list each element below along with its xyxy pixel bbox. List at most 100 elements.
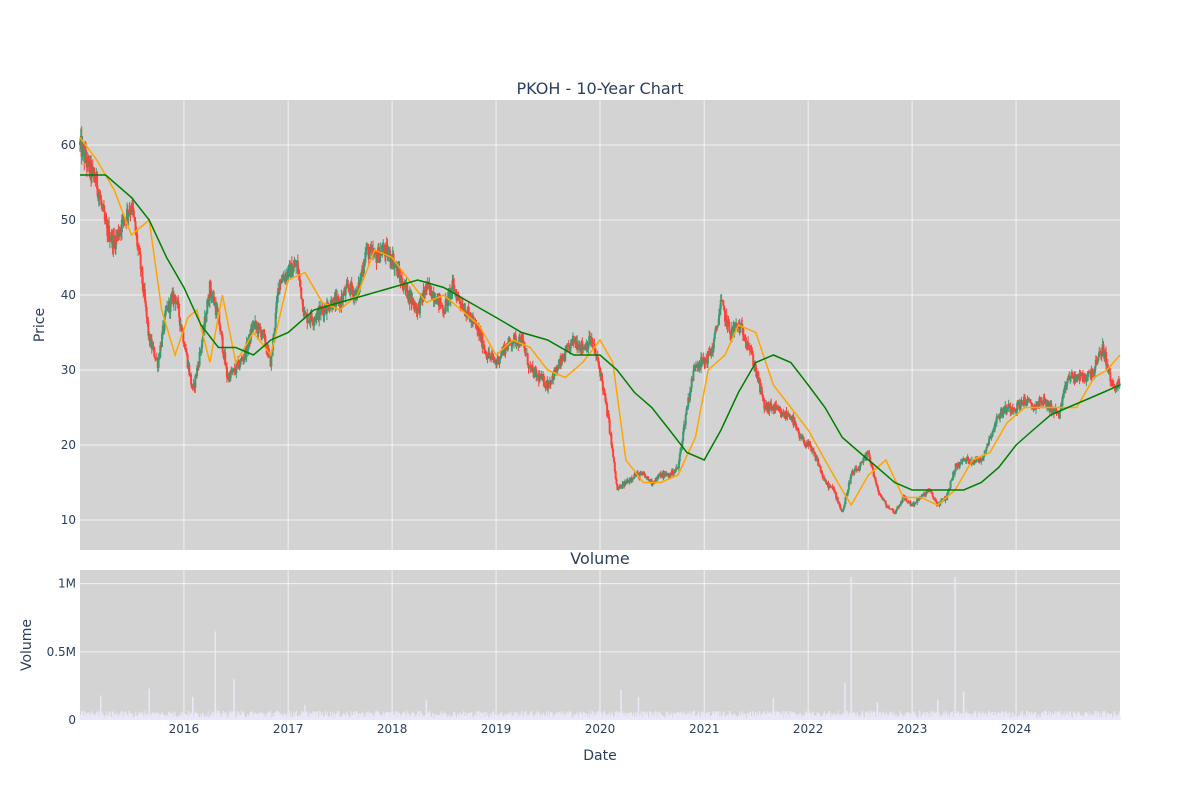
volume-bar — [532, 713, 534, 720]
candle-body-up — [112, 235, 115, 249]
candle-body-down — [131, 202, 134, 211]
volume-bar — [707, 711, 709, 720]
volume-bar — [869, 713, 871, 720]
volume-bar — [602, 716, 604, 720]
volume-bar — [852, 711, 854, 720]
candle-body-down — [1029, 400, 1032, 403]
volume-bar — [525, 711, 527, 720]
volume-bar — [218, 710, 220, 720]
volume-bar — [443, 713, 445, 720]
volume-bar — [645, 716, 647, 720]
volume-bar — [433, 718, 435, 720]
volume-bar — [485, 711, 487, 720]
volume-bar — [805, 712, 807, 720]
candle-body-up — [618, 485, 621, 489]
volume-bar — [282, 718, 284, 720]
volume-bar — [957, 713, 959, 720]
volume-bar — [299, 714, 301, 720]
volume-bar — [1009, 712, 1011, 720]
volume-bar — [133, 717, 135, 720]
volume-bar — [657, 715, 659, 720]
volume-bar — [695, 717, 697, 720]
volume-bar — [494, 717, 496, 720]
volume-bar — [529, 715, 531, 720]
candle-body-down — [1040, 397, 1043, 403]
candle-body-up — [843, 504, 846, 508]
volume-bar — [1071, 715, 1073, 720]
candle-body-up — [952, 472, 955, 480]
candle-body-down — [508, 338, 511, 341]
volume-bar — [707, 713, 709, 720]
volume-bar — [874, 711, 876, 720]
volume-bar — [343, 713, 345, 720]
volume-bar — [99, 711, 101, 720]
volume-bar — [130, 713, 132, 720]
volume-bar — [345, 715, 347, 720]
volume-bar — [405, 715, 407, 720]
volume-bar — [739, 711, 741, 720]
candle-body-down — [350, 282, 353, 290]
candle-body-down — [513, 334, 516, 336]
volume-bar — [87, 712, 89, 720]
volume-bar — [232, 712, 234, 720]
candle-body-down — [955, 463, 958, 465]
candle-body-up — [734, 324, 737, 327]
candle-body-up — [231, 371, 234, 374]
volume-bar — [514, 718, 516, 720]
volume-bar — [906, 712, 908, 720]
volume-bar — [719, 711, 721, 720]
volume-bar — [1095, 714, 1097, 720]
volume-bar — [606, 714, 608, 720]
candle-body-up — [533, 369, 536, 378]
candle-body-down — [715, 327, 718, 329]
candle-body-down — [827, 482, 830, 488]
volume-bar — [190, 713, 192, 720]
volume-bar — [123, 716, 125, 720]
volume-bar — [886, 713, 888, 720]
volume-bar — [449, 716, 451, 720]
volume-bar — [933, 715, 935, 720]
candle-body-down — [1023, 396, 1026, 405]
volume-bar — [993, 715, 995, 720]
volume-bar — [354, 714, 356, 720]
volume-x-tick-label: 2018 — [377, 722, 408, 736]
candle-body-down — [521, 335, 524, 340]
volume-bar — [180, 714, 182, 720]
candle-body-up — [275, 301, 278, 313]
volume-bar — [371, 716, 373, 720]
volume-bar — [932, 711, 934, 720]
volume-bar — [908, 713, 910, 720]
volume-bar — [692, 714, 694, 720]
volume-bar — [785, 711, 787, 720]
volume-bar — [979, 713, 981, 720]
candle-body-down — [461, 303, 464, 311]
volume-bar — [650, 711, 652, 720]
volume-bar — [892, 715, 894, 720]
volume-bar — [584, 713, 586, 720]
volume-bar — [855, 715, 857, 720]
volume-bar — [165, 715, 167, 720]
volume-bar — [1027, 715, 1029, 720]
volume-bar — [206, 718, 208, 720]
candle-body-down — [282, 276, 285, 279]
candle-body-down — [93, 174, 96, 181]
volume-bar — [483, 716, 485, 720]
volume-bar — [96, 711, 98, 720]
volume-bar — [346, 711, 348, 720]
volume-bar — [592, 711, 594, 720]
volume-bar — [623, 715, 625, 720]
candle-body-up — [569, 343, 572, 352]
volume-bar — [195, 711, 197, 720]
volume-bar — [376, 710, 378, 720]
volume-bar — [104, 715, 106, 720]
volume-bar — [286, 717, 288, 720]
volume-bar — [630, 711, 632, 720]
volume-bar — [301, 717, 303, 720]
candle-body-up — [419, 298, 422, 314]
volume-bar — [491, 717, 493, 720]
candle-body-up — [678, 454, 681, 462]
volume-bar — [811, 712, 813, 720]
candle-body-down — [819, 466, 822, 472]
volume-bar — [835, 714, 837, 720]
price-y-tick-label: 10 — [61, 513, 76, 527]
